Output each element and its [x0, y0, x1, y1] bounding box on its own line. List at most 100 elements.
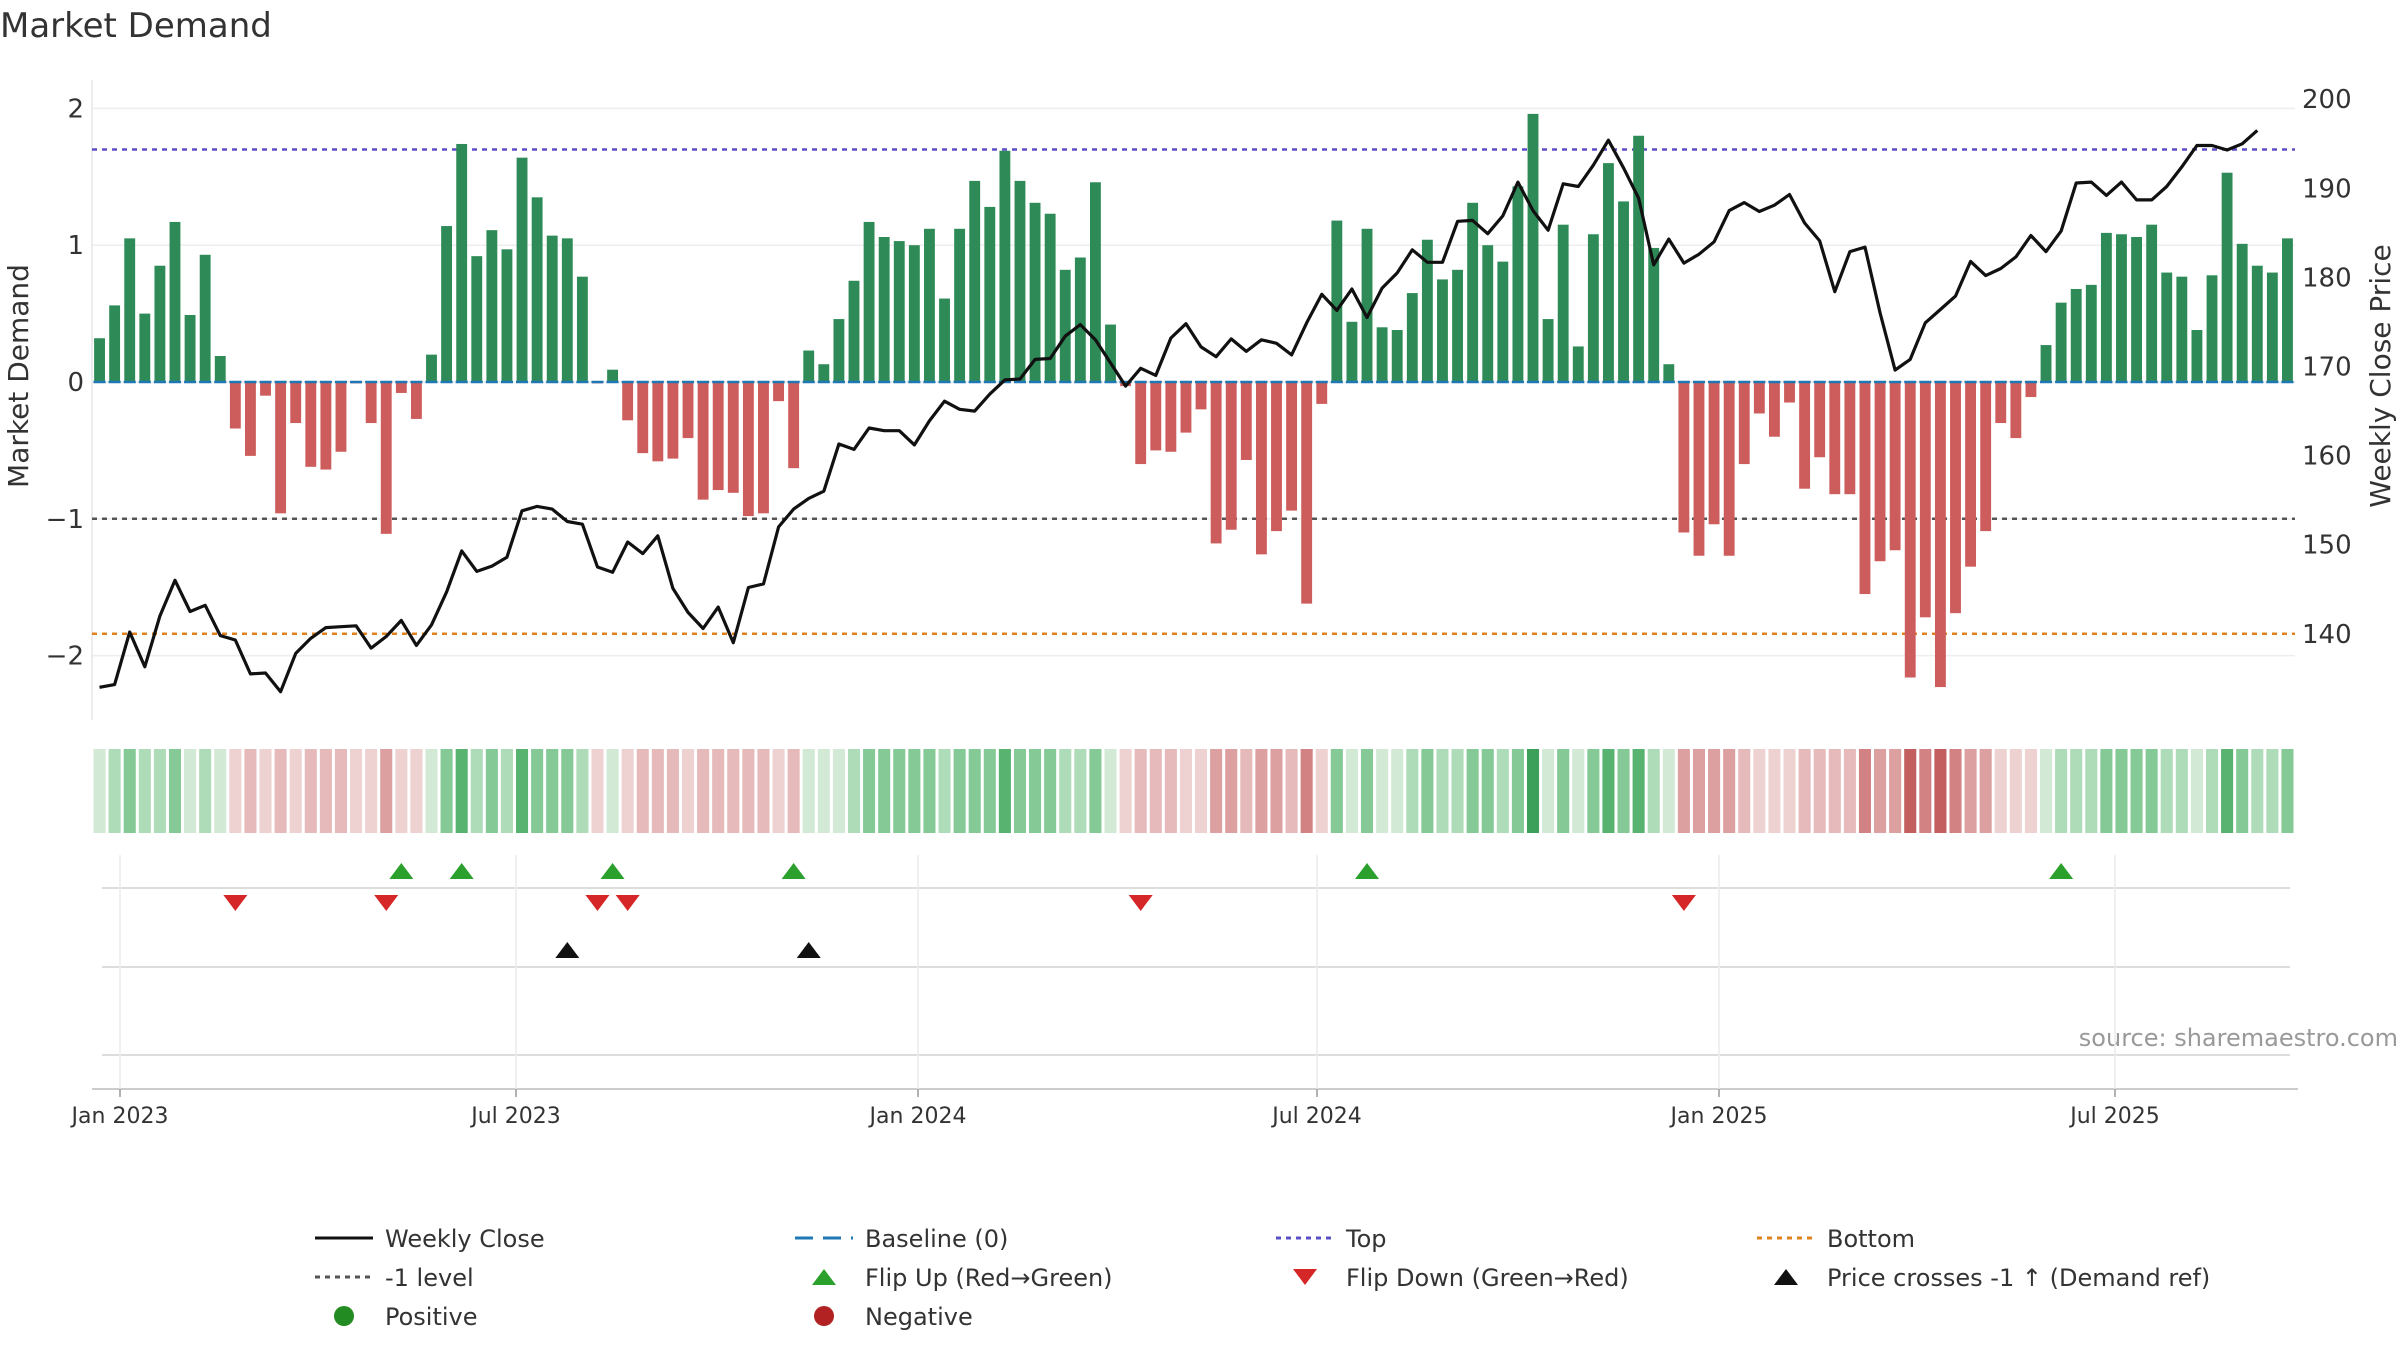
positive-bar: [984, 206, 996, 382]
positive-bar: [924, 228, 935, 382]
flip-down-marker: [1128, 895, 1153, 911]
heat-cell: [2190, 749, 2203, 833]
positive-bar: [1467, 202, 1479, 382]
negative-bar: [712, 382, 724, 491]
legend-circle-swatch: [334, 1306, 354, 1326]
legend-label: Top: [1345, 1225, 1387, 1253]
heat-cell: [1496, 749, 1509, 833]
right-tick-label: 200: [2302, 85, 2352, 115]
heat-cell: [1195, 749, 1208, 833]
heat-cell: [1617, 749, 1630, 833]
positive-bar: [486, 230, 498, 382]
heat-cell: [878, 749, 891, 833]
legend-label: -1 level: [385, 1264, 474, 1292]
heat-cell: [93, 749, 106, 833]
positive-bar: [969, 180, 981, 382]
heat-cell: [516, 749, 529, 833]
negative-bar: [1255, 382, 1267, 555]
heat-cell: [1994, 749, 2007, 833]
heat-cell: [727, 749, 740, 833]
positive-bar: [2266, 272, 2278, 382]
positive-bar: [2191, 330, 2203, 382]
heat-cell: [1391, 749, 1404, 833]
heat-cell: [214, 749, 227, 833]
heat-cell: [1783, 749, 1796, 833]
heat-cell: [365, 749, 378, 833]
positive-bar: [154, 265, 166, 382]
heat-cell: [1059, 749, 1072, 833]
negative-bar: [1950, 382, 1961, 614]
positive-bar: [607, 369, 619, 382]
heat-cell: [455, 749, 468, 833]
heat-cell: [1315, 749, 1328, 833]
heat-cell: [1406, 749, 1419, 833]
heat-cell: [1889, 749, 1902, 833]
negative-bar: [2025, 382, 2037, 398]
heat-cell: [938, 749, 951, 833]
heat-cell: [832, 749, 845, 833]
negative-bar: [758, 382, 769, 514]
grid-lines: [91, 80, 2295, 720]
negative-bar: [1150, 382, 1162, 451]
negative-bar: [410, 382, 422, 419]
positive-bar: [2161, 272, 2173, 382]
right-tick-label: 190: [2302, 174, 2352, 204]
heat-cell: [893, 749, 906, 833]
right-axis-label: Weekly Close Price: [2364, 244, 2397, 507]
positive-bar: [908, 245, 920, 382]
heat-cell: [410, 749, 423, 833]
positive-bar: [139, 313, 151, 382]
heat-cell: [2009, 749, 2022, 833]
heat-cell: [500, 749, 513, 833]
x-tick-label: Jan 2024: [868, 1104, 967, 1129]
positive-bar: [1331, 220, 1343, 382]
heat-cell: [1225, 749, 1238, 833]
heat-cell: [2024, 749, 2037, 833]
positive-bar: [1663, 364, 1675, 382]
heat-cell: [1557, 749, 1570, 833]
heat-cell: [1134, 749, 1147, 833]
positive-bar: [1361, 228, 1373, 382]
x-tick-label: Jan 2023: [70, 1104, 169, 1129]
heat-cell: [1451, 749, 1464, 833]
heat-cell: [138, 749, 151, 833]
positive-bar: [531, 197, 543, 382]
positive-bar: [441, 226, 453, 382]
heat-cell: [440, 749, 453, 833]
positive-bar: [2116, 234, 2127, 382]
heat-cell: [1874, 749, 1887, 833]
heat-cell: [485, 749, 498, 833]
positive-bar: [2251, 265, 2263, 382]
left-tick-label: 1: [67, 231, 84, 261]
negative-bar: [1889, 382, 1901, 551]
positive-bar: [1437, 279, 1448, 382]
heat-cell: [1481, 749, 1494, 833]
positive-bar: [1618, 201, 1629, 382]
heat-cell: [863, 749, 876, 833]
heat-cell: [712, 749, 725, 833]
positive-bar: [1557, 224, 1569, 382]
negative-bar: [773, 382, 784, 402]
negative-bar: [1829, 382, 1841, 495]
heat-cell: [1979, 749, 1992, 833]
negative-bar: [1708, 382, 1720, 525]
legend-label: Negative: [865, 1303, 973, 1331]
positive-bar: [199, 254, 211, 382]
heat-cell: [1919, 749, 1932, 833]
positive-bar: [516, 157, 528, 382]
heat-cell: [1029, 749, 1042, 833]
negative-bar: [1934, 382, 1946, 688]
right-tick-label: 160: [2302, 442, 2352, 472]
negative-bar: [1980, 382, 1992, 532]
negative-bar: [682, 382, 694, 439]
heat-cell: [1587, 749, 1600, 833]
negative-bar: [365, 382, 377, 424]
positive-bar: [1572, 346, 1584, 382]
legend-triangle-down-swatch: [1293, 1269, 1317, 1285]
heat-cell: [697, 749, 710, 833]
flip-down-marker: [615, 895, 640, 911]
negative-bar: [1995, 382, 2007, 424]
positive-bar: [214, 356, 226, 382]
heat-cell: [2266, 749, 2279, 833]
